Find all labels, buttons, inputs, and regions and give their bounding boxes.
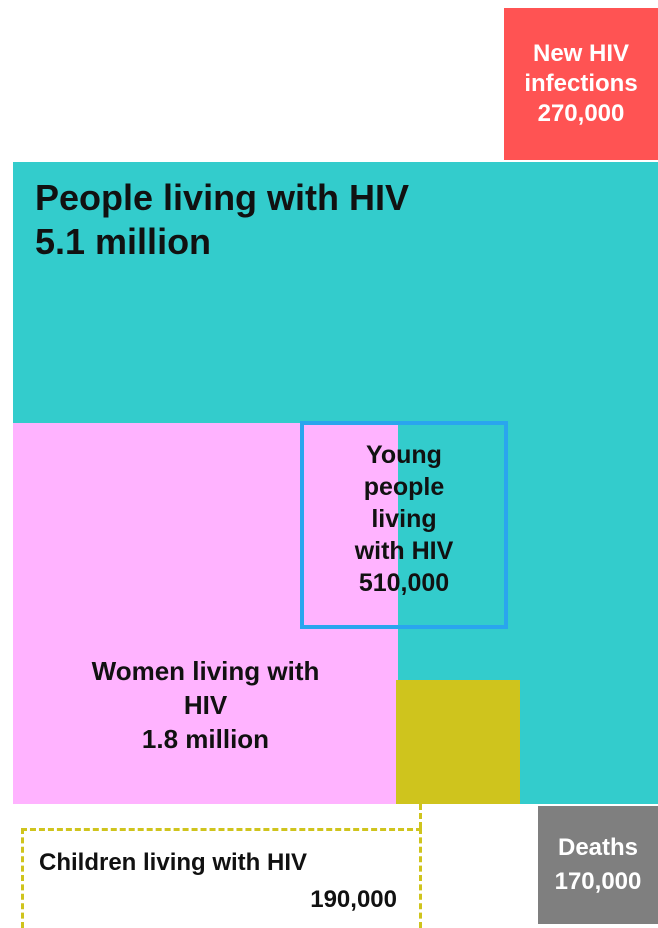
young-people-label-line-2: people [363, 473, 445, 501]
young-people-label-line-4: with HIV [354, 537, 454, 565]
people-living-with-hiv-label: People living with HIV 5.1 million [35, 176, 409, 264]
new-infections-box: New HIV infections 270,000 [504, 8, 658, 160]
deaths-label: Deaths [557, 834, 639, 861]
deaths-value: 170,000 [554, 868, 642, 895]
new-infections-value: 270,000 [537, 100, 625, 127]
women-label-line-2: HIV [183, 690, 228, 720]
young-people-value: 510,000 [358, 569, 450, 597]
children-value: 190,000 [310, 886, 397, 913]
young-people-living-with-hiv-box: Young people living with HIV 510,000 [300, 421, 508, 629]
deaths-box: Deaths 170,000 [538, 806, 658, 924]
young-people-label-line-3: living [371, 505, 437, 533]
children-connector-line [419, 804, 422, 828]
children-label: Children living with HIV [39, 849, 308, 876]
women-living-with-hiv-label: Women living with HIV 1.8 million [13, 654, 398, 756]
women-label-line-1: Women living with [91, 656, 320, 686]
people-living-with-hiv-value: 5.1 million [35, 221, 212, 262]
new-infections-label-line-2: infections [524, 70, 638, 97]
young-people-label: Young people living with HIV 510,000 [304, 439, 504, 599]
children-living-with-hiv-square [396, 680, 520, 804]
children-label-box: Children living with HIV 190,000 [21, 828, 422, 928]
young-people-label-line-1: Young [366, 441, 442, 469]
women-living-with-hiv-box: Women living with HIV 1.8 million [13, 423, 398, 804]
women-value: 1.8 million [141, 724, 270, 754]
new-infections-label-line-1: New HIV [532, 40, 630, 67]
people-living-with-hiv-label-line: People living with HIV [35, 177, 410, 218]
